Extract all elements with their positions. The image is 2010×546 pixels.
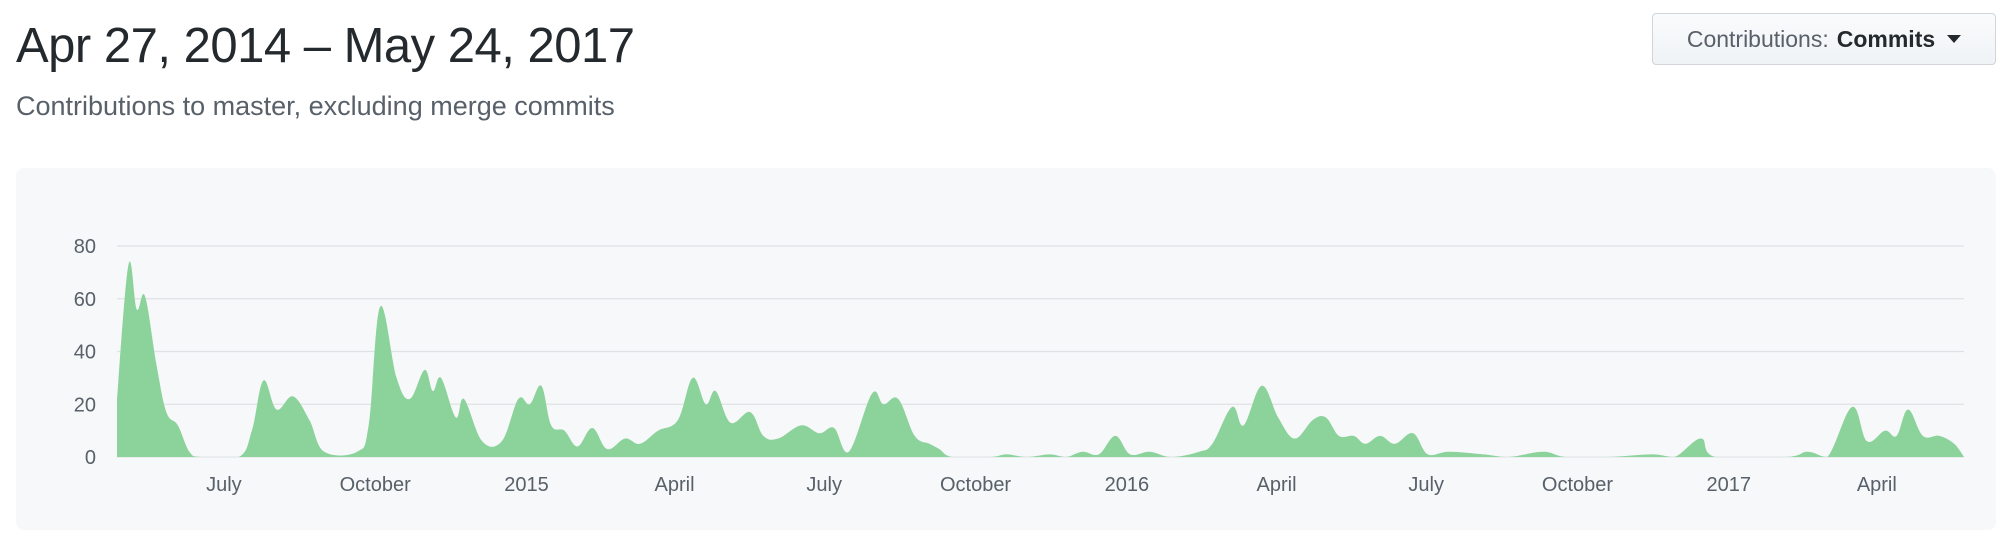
contributions-chart: 0 20 40 60 80 July October 2015 April July Octobe…: [16, 168, 1996, 530]
y-tick-label: 40: [74, 342, 96, 364]
x-tick-label: July: [206, 474, 242, 496]
y-tick-label: 60: [74, 289, 96, 311]
area-series: [117, 261, 1964, 457]
x-tick-label: July: [806, 474, 842, 496]
x-tick-label: July: [1408, 474, 1444, 496]
date-range-title: Apr 27, 2014 – May 24, 2017: [16, 19, 635, 73]
y-tick-label: 80: [74, 236, 96, 258]
x-tick-label: April: [655, 474, 695, 496]
x-tick-label: October: [340, 474, 411, 496]
y-axis-ticks: 0 20 40 60 80: [74, 236, 96, 469]
dropdown-label: Contributions:: [1686, 25, 1829, 52]
x-axis-ticks: July October 2015 April July October 2016 April…: [206, 474, 1897, 496]
page-subtitle: Contributions to master, excluding merge…: [16, 91, 615, 121]
dropdown-selected-value: Commits: [1836, 25, 1936, 52]
x-tick-label: April: [1857, 474, 1897, 496]
x-tick-label: April: [1257, 474, 1297, 496]
commits-area: [117, 261, 1964, 457]
y-tick-label: 0: [85, 447, 96, 469]
x-tick-label: 2016: [1105, 474, 1150, 496]
x-tick-label: 2017: [1707, 474, 1752, 496]
contributions-type-dropdown[interactable]: Contributions: Commits: [1652, 13, 1996, 65]
contributions-chart-svg: 0 20 40 60 80 July October 2015 April July Octobe…: [74, 236, 1964, 496]
x-tick-label: October: [1542, 474, 1613, 496]
x-tick-label: October: [940, 474, 1011, 496]
y-tick-label: 20: [74, 394, 96, 416]
caret-down-icon: [1947, 35, 1962, 43]
x-tick-label: 2015: [504, 474, 549, 496]
